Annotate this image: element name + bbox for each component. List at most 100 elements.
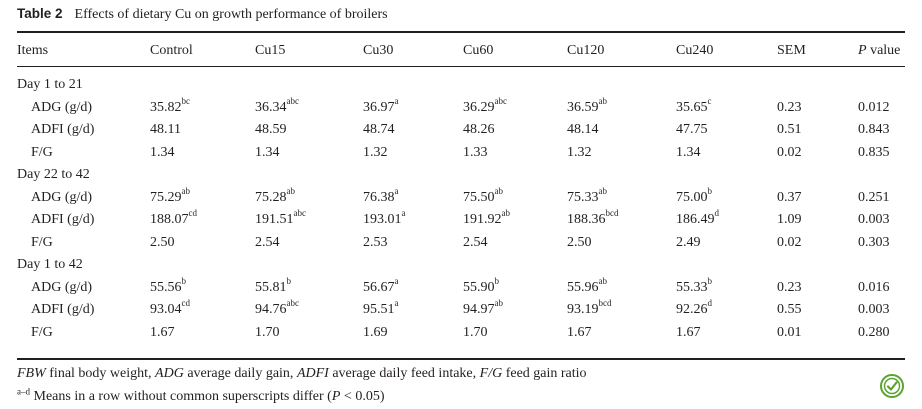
row-label: F/G [31,324,53,340]
superscript-letter: b [494,275,500,286]
superscript-letter: ab [181,185,191,196]
header-p-value: P value [858,43,901,58]
table-row: ADG (g/d) 35.82bc 36.34abc 36.97a 36.29abc 36… [0,95,922,122]
table-cell: 0.02 [777,144,802,160]
table-row: ADG (g/d) 55.56b 55.81b 56.67a 55.90b 55.96ab… [0,275,922,302]
table-cell: 1.67 [150,324,175,340]
header-cu240: Cu240 [676,43,714,58]
superscript-letter: abc [293,208,307,219]
superscript-letter: a [394,275,399,286]
table-cell: 93.04cd [150,298,190,317]
superscript-letter: b [707,185,713,196]
superscript-letter: c [707,95,712,106]
table-cell: 75.00b [676,185,712,205]
table-cell: 1.32 [363,144,388,160]
table-cell: 48.26 [463,122,495,137]
row-label: ADFI (g/d) [31,212,95,227]
table-row: F/G 2.50 2.54 2.53 2.54 2.50 2.49 0.02 0.303 [0,235,922,257]
superscript-letter: abc [286,298,300,309]
footnote-mark: a–d [17,386,30,397]
table-caption: Table 2 Effects of dietary Cu on growth p… [17,6,388,23]
superscript-letter: cd [181,298,191,309]
table-row: ADFI (g/d) 93.04cd 94.76abc 95.51a 94.97ab 93… [0,298,922,324]
p-symbol: P [331,389,341,404]
crossmark-icon[interactable] [880,374,904,398]
superscript-letter: b [707,275,713,286]
superscript-letter: bcd [598,298,612,309]
table-cell: 55.90b [463,275,499,295]
section-title: Day 1 to 42 [17,257,83,272]
table-cell: 48.74 [363,122,395,137]
top-rule [17,31,905,33]
superscript-letter: abc [286,95,300,106]
superscript-letter: abc [494,95,508,106]
superscript-letter: ab [598,95,608,106]
table-cell: 35.82bc [150,95,190,115]
table-cell: 1.34 [676,144,701,160]
table-cell: 36.59ab [567,95,607,115]
row-label: ADG (g/d) [31,189,93,205]
table-cell: 0.51 [777,122,802,137]
superscript-letter: a [401,208,406,219]
table-cell: 0.23 [777,99,802,115]
table-cell: 35.65c [676,95,712,115]
table-cell: 55.96ab [567,275,607,295]
header-control: Control [150,43,193,58]
table-cell: 191.51abc [255,208,306,227]
superscript-letter: a [394,185,399,196]
table-cell: 1.34 [255,144,280,160]
table-cell: 1.70 [255,324,280,340]
p-symbol: P [858,43,867,58]
table-row: F/G 1.67 1.70 1.69 1.70 1.67 1.67 0.01 0.280 [0,325,922,347]
superscript-letter: ab [598,275,608,286]
footnote-significance: a–d Means in a row without common supers… [17,386,385,404]
table-cell: 2.50 [150,234,175,250]
abbreviation: FBW [17,366,46,381]
superscript-letter: a [394,95,399,106]
table-row: ADFI (g/d) 48.11 48.59 48.74 48.26 48.14 47.75… [0,122,922,144]
header-cu30: Cu30 [363,43,394,58]
table-cell: 76.38a [363,185,399,205]
superscript-letter: cd [188,208,198,219]
table-cell: 188.07cd [150,208,197,227]
superscript-letter: ab [286,185,296,196]
table-cell: 94.97ab [463,298,503,317]
table-cell: 2.50 [567,234,592,250]
table-cell: 1.09 [777,212,802,227]
table-row: ADFI (g/d) 188.07cd 191.51abc 193.01a 191.92… [0,208,922,234]
table-cell: 0.303 [858,234,890,250]
table-cell: 1.70 [463,324,488,340]
table-row: ADG (g/d) 75.29ab 75.28ab 76.38a 75.50ab 75.3… [0,185,922,212]
table-cell: 95.51a [363,298,399,317]
table-cell: 0.01 [777,324,802,340]
table-cell: 48.14 [567,122,599,137]
abbreviation: ADFI [296,366,329,381]
superscript-letter: a [394,298,399,309]
table-cell: 0.55 [777,302,802,317]
superscript-letter: ab [598,185,608,196]
table-cell: 1.67 [676,324,701,340]
superscript-letter: d [714,208,720,219]
table-cell: 191.92ab [463,208,510,227]
table-cell: 1.69 [363,324,388,340]
table-cell: 2.49 [676,234,701,250]
table-cell: 186.49d [676,208,719,227]
table-row: F/G 1.34 1.34 1.32 1.33 1.32 1.34 0.02 0.835 [0,145,922,167]
table-cell: 94.76abc [255,298,299,317]
table-cell: 1.33 [463,144,488,160]
superscript-letter: b [181,275,187,286]
section-title: Day 22 to 42 [17,167,90,182]
bottom-rule [17,358,905,360]
superscript-letter: ab [494,185,504,196]
row-label: ADFI (g/d) [31,122,95,137]
row-label: ADG (g/d) [31,99,93,115]
table-cell: 193.01a [363,208,406,227]
table-cell: 92.26d [676,298,712,317]
row-label: ADFI (g/d) [31,302,95,317]
table-cell: 1.67 [567,324,592,340]
table-cell: 93.19bcd [567,298,612,317]
table-cell: 75.33ab [567,185,607,205]
table-cell: 55.81b [255,275,291,295]
section-title: Day 1 to 21 [17,77,83,92]
table-cell: 1.32 [567,144,592,160]
